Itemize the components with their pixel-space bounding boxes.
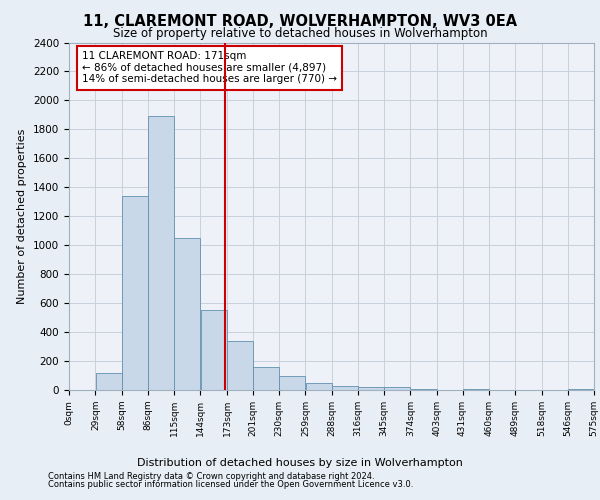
Y-axis label: Number of detached properties: Number of detached properties xyxy=(17,128,28,304)
Bar xyxy=(174,238,200,390)
Bar xyxy=(358,387,384,390)
Bar xyxy=(306,383,332,390)
Bar xyxy=(332,386,358,390)
Text: 11, CLAREMONT ROAD, WOLVERHAMPTON, WV3 0EA: 11, CLAREMONT ROAD, WOLVERHAMPTON, WV3 0… xyxy=(83,14,517,29)
Bar xyxy=(148,116,174,390)
Text: 11 CLAREMONT ROAD: 171sqm
← 86% of detached houses are smaller (4,897)
14% of se: 11 CLAREMONT ROAD: 171sqm ← 86% of detac… xyxy=(82,51,337,84)
Bar xyxy=(227,341,253,390)
Bar xyxy=(568,388,594,390)
Text: Distribution of detached houses by size in Wolverhampton: Distribution of detached houses by size … xyxy=(137,458,463,468)
Bar xyxy=(253,367,279,390)
Bar xyxy=(122,196,148,390)
Bar xyxy=(279,376,305,390)
Bar xyxy=(411,388,437,390)
Text: Contains public sector information licensed under the Open Government Licence v3: Contains public sector information licen… xyxy=(48,480,413,489)
Bar xyxy=(384,387,410,390)
Bar xyxy=(463,388,489,390)
Text: Size of property relative to detached houses in Wolverhampton: Size of property relative to detached ho… xyxy=(113,28,487,40)
Bar xyxy=(201,310,227,390)
Text: Contains HM Land Registry data © Crown copyright and database right 2024.: Contains HM Land Registry data © Crown c… xyxy=(48,472,374,481)
Bar xyxy=(96,372,122,390)
